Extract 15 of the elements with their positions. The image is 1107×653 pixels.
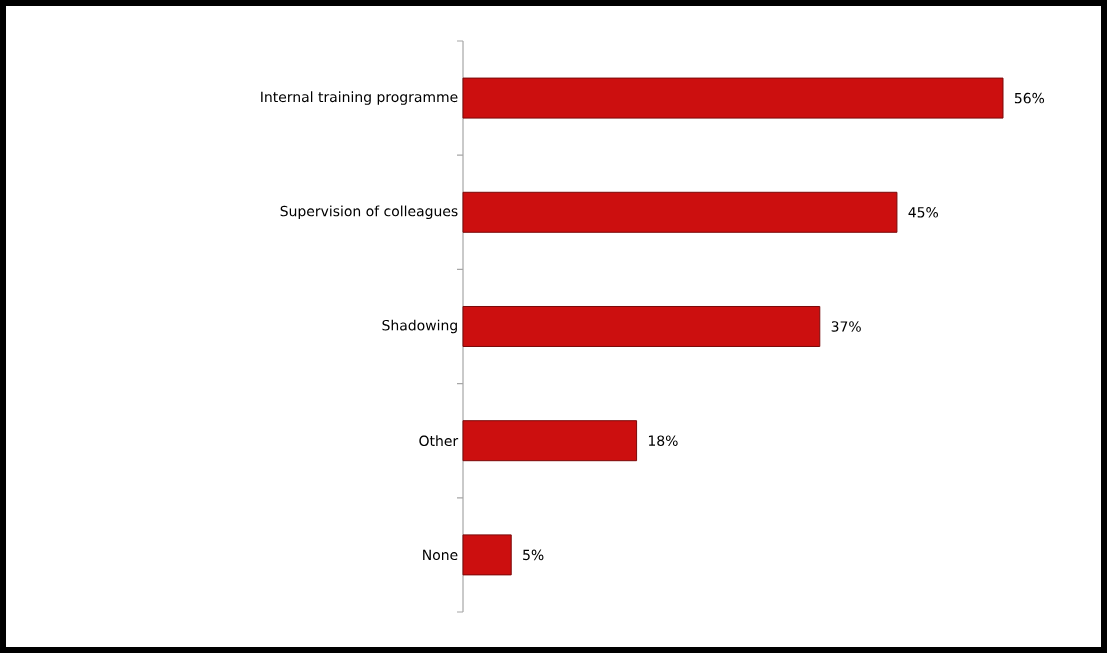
bar	[462, 305, 821, 347]
y-tick-label: Supervision of colleagues	[280, 205, 458, 220]
data-label: 45%	[908, 207, 939, 218]
y-tick-label: Other	[419, 435, 459, 447]
data-label: 56%	[1014, 92, 1045, 104]
y-tick-label: Internal training programme	[261, 91, 458, 105]
bar	[462, 420, 638, 462]
data-label: 5%	[523, 549, 544, 561]
data-label: 37%	[831, 321, 861, 332]
y-tick-label: Shadowing	[382, 319, 457, 334]
data-label: 18%	[648, 435, 678, 446]
bar	[462, 191, 898, 233]
bar	[462, 534, 512, 576]
y-tick-label: None	[423, 549, 458, 561]
bar	[462, 77, 1004, 119]
